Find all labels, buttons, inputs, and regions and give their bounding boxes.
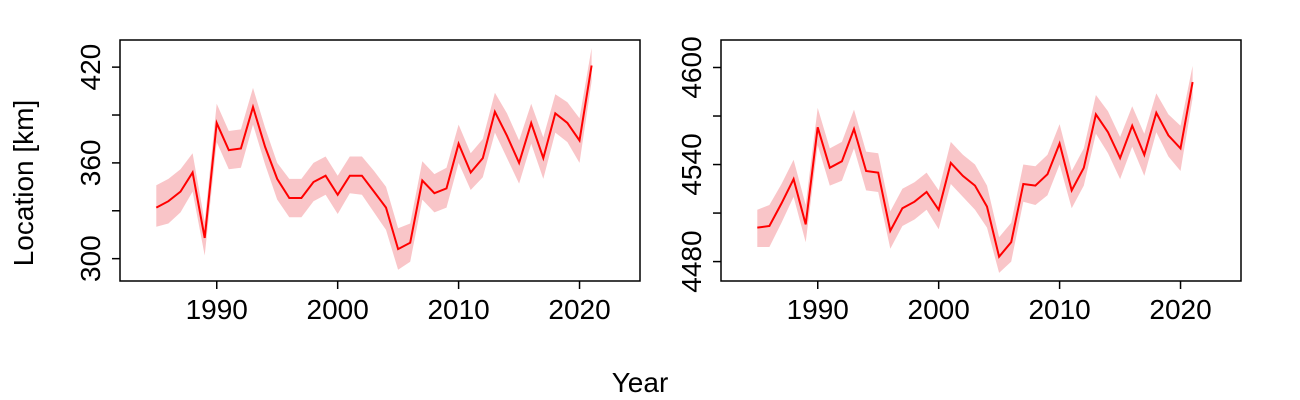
shared-x-axis-label: Year: [612, 367, 669, 398]
series-line: [155, 65, 593, 251]
y-tick-label: 300: [75, 235, 106, 282]
shared-y-axis-label: Location [km]: [8, 100, 39, 267]
y-tick-label: 4480: [676, 230, 707, 292]
x-tick-label: 2020: [1149, 294, 1211, 325]
x-tick-label: 1990: [186, 294, 248, 325]
confidence-band: [156, 48, 592, 270]
x-tick-label: 1990: [787, 294, 849, 325]
panel-left: 1990 2000 2010 2020 300 360 420: [75, 39, 641, 325]
y-tick-label: 420: [75, 44, 106, 91]
y-tick-label: 4540: [676, 133, 707, 195]
confidence-band: [757, 65, 1193, 273]
x-tick-label: 2020: [548, 294, 610, 325]
x-tick-label: 2000: [307, 294, 369, 325]
panel-right: 1990 2000 2010 2020 4480 4540 4600: [676, 36, 1242, 325]
plot-frame: [720, 39, 1242, 282]
x-tick-label: 2010: [1028, 294, 1090, 325]
plot-frame: [119, 39, 641, 282]
y-tick-label: 360: [75, 140, 106, 187]
series-line: [757, 81, 1194, 259]
x-tick-label: 2010: [427, 294, 489, 325]
x-tick-label: 2000: [908, 294, 970, 325]
y-tick-label: 4600: [676, 36, 707, 98]
